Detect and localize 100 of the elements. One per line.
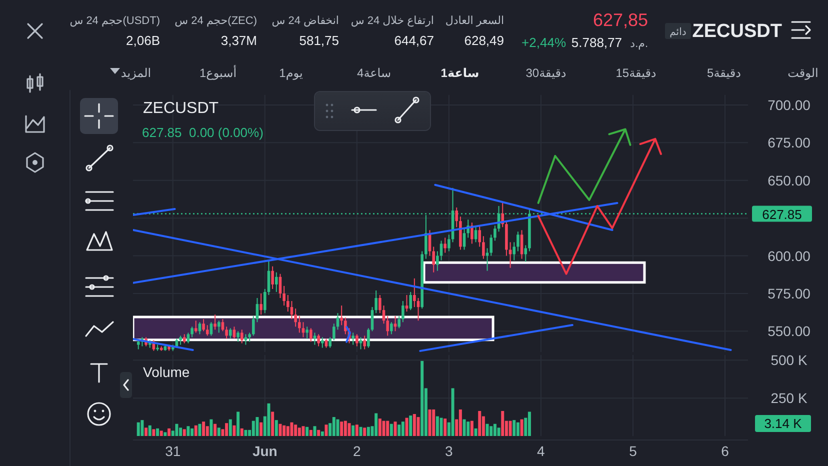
candlestick [328,336,332,348]
bar [202,422,206,436]
text: 3.14 K [764,416,802,431]
bar [306,426,309,436]
x-tick-label: 2 [353,443,362,459]
bar [182,429,186,436]
bar [332,417,336,436]
x-tick-label: Jun [252,443,278,459]
bar [355,424,358,436]
text: 1ساعة [440,66,480,80]
bar [344,420,347,436]
bar [359,426,362,436]
bar [232,425,236,436]
bar [458,409,462,436]
bar [516,422,520,436]
bar [378,418,382,436]
candlestick [352,332,354,346]
bar [240,428,244,436]
bar [194,425,198,436]
candlestick [214,314,216,330]
bar [302,426,305,436]
y-tick-label: 650.00 [768,172,811,188]
candlestick [321,336,324,348]
bar [309,430,312,436]
candlestick [482,236,485,260]
bar [217,428,220,436]
text: انخفاض 24 س [272,15,339,27]
candlestick [520,230,524,260]
bar [352,425,355,436]
bar [466,422,470,436]
bar [298,428,301,436]
candlestick [470,222,474,244]
candlestick [516,231,520,252]
candlestick [444,237,446,254]
y-tick-label: 675.00 [768,134,811,151]
bar [508,420,512,436]
candlestick [282,285,286,306]
candlestick [512,242,516,261]
candlestick [436,250,439,272]
candlestick [271,266,274,290]
bar [340,422,344,436]
bar [470,420,474,436]
chart-title: ZECUSDT [143,100,219,117]
bar [290,422,294,436]
bar [214,424,217,436]
candlestick [317,334,320,347]
candlestick [240,329,244,344]
bar [186,426,190,436]
candlestick [390,322,393,335]
text: 3,37M [220,33,257,48]
bar [366,426,370,436]
candlestick [179,335,182,346]
candlestick [448,234,450,252]
bar [336,419,340,436]
x-tick-label: 3 [445,443,454,459]
candlestick [298,316,301,334]
bar [320,431,324,436]
candlestick [260,292,262,316]
text: Volume [143,364,190,380]
candlestick [367,328,370,348]
bar [286,426,290,436]
text: 627.85 0.00 (0.00%) [142,125,264,140]
bar [225,423,228,436]
bar [462,419,466,436]
bar [324,424,328,436]
bar [164,432,167,436]
bar [405,418,408,436]
bar [175,424,178,436]
candlestick [455,207,458,228]
bar [390,424,393,436]
candlestick [225,326,228,340]
bar [428,409,432,436]
text: السعر العادل [445,15,504,27]
ref-line-label: 627.85 [762,206,802,222]
candlestick [524,244,528,262]
bar [490,426,493,436]
candlestick [494,225,496,242]
bar [140,420,144,436]
bar [382,420,386,436]
bar [497,428,500,436]
candlestick [340,305,343,326]
bar [363,428,366,436]
text: 581,75 [299,33,339,48]
text: م.د. [630,38,648,50]
candlestick [310,328,312,342]
bar [313,426,316,436]
bar [144,428,148,436]
bar [474,428,478,436]
bar [436,416,439,436]
text: +2,44% [522,35,566,50]
bar [278,424,282,436]
bar [394,422,397,436]
candlestick [228,328,232,340]
bar [317,430,320,436]
bar [412,414,416,436]
bar [451,388,454,436]
text: 627,85 [592,10,648,30]
bar [179,428,182,436]
candlestick [194,320,198,334]
candlestick [398,316,400,329]
